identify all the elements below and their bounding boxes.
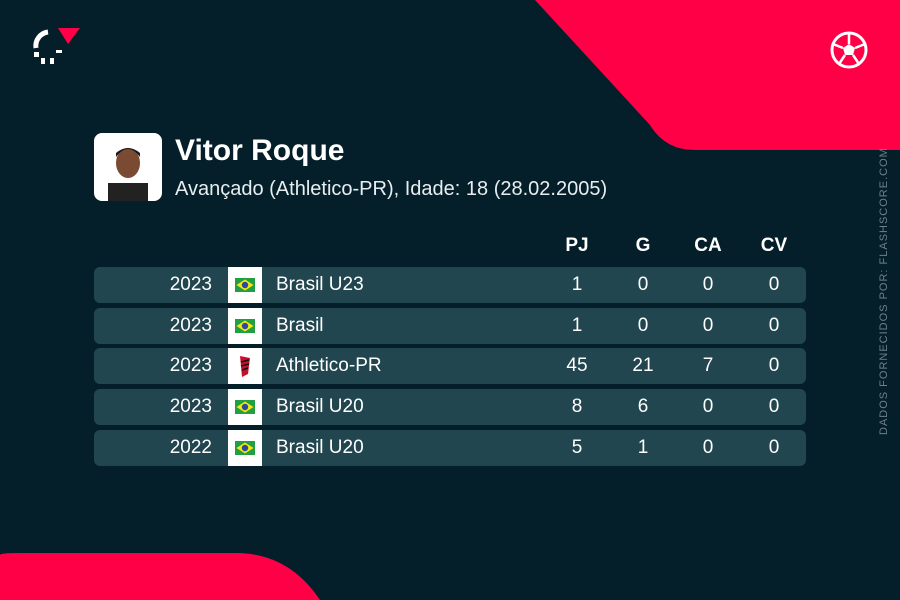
player-photo — [94, 133, 162, 201]
header-pj: PJ — [565, 235, 589, 256]
stat-g: 6 — [637, 396, 649, 417]
brazil-flag-icon — [228, 267, 262, 303]
brazil-flag-icon — [228, 389, 262, 425]
stat-g: 0 — [637, 274, 649, 295]
season-year: 2023 — [169, 355, 212, 376]
stat-ca: 0 — [702, 437, 714, 458]
player-subtitle: Avançado (Athletico-PR), Idade: 18 (28.0… — [175, 178, 608, 200]
athletico-crest-icon — [228, 348, 262, 384]
header-g: G — [635, 235, 651, 256]
season-year: 2023 — [169, 274, 212, 295]
team-name: Athletico-PR — [276, 355, 382, 376]
table-row: 2023 Brasil 1 0 0 0 — [94, 308, 806, 344]
stat-pj: 1 — [571, 315, 583, 336]
season-year: 2022 — [169, 437, 212, 458]
stat-ca: 0 — [702, 274, 714, 295]
stat-pj: 8 — [571, 396, 583, 417]
season-year: 2023 — [169, 315, 212, 336]
team-name: Brasil U23 — [276, 274, 364, 295]
table-row: 2023 Brasil U23 1 0 0 0 — [94, 267, 806, 303]
football-icon — [830, 31, 868, 69]
stat-ca: 0 — [702, 396, 714, 417]
stat-g: 1 — [637, 437, 649, 458]
stat-cv: 0 — [768, 355, 780, 376]
stat-pj: 45 — [566, 355, 588, 376]
table-row: 2022 Brasil U20 5 1 0 0 — [94, 430, 806, 466]
header-ca: CA — [694, 235, 722, 256]
stat-pj: 5 — [571, 437, 583, 458]
stat-g: 21 — [632, 355, 654, 376]
stat-ca: 0 — [702, 315, 714, 336]
stat-cv: 0 — [768, 315, 780, 336]
table-row: 2023 Brasil U20 8 6 0 0 — [94, 389, 806, 425]
team-name: Brasil — [276, 315, 324, 336]
stat-ca: 7 — [702, 355, 714, 376]
stat-g: 0 — [637, 315, 649, 336]
stat-cv: 0 — [768, 437, 780, 458]
stat-pj: 1 — [571, 274, 583, 295]
flashscore-logo — [33, 28, 80, 64]
brazil-flag-icon — [228, 308, 262, 344]
stat-cv: 0 — [768, 274, 780, 295]
team-name: Brasil U20 — [276, 396, 364, 417]
table-row: 2023 Athletico-PR 45 21 7 0 — [94, 348, 806, 384]
header-cv: CV — [760, 235, 788, 256]
brazil-flag-icon — [228, 430, 262, 466]
team-name: Brasil U20 — [276, 437, 364, 458]
season-year: 2023 — [169, 396, 212, 417]
red-corner-shape — [0, 553, 320, 600]
red-banner-shape — [535, 0, 900, 150]
source-credit: DADOS FORNECIDOS POR: FLASHSCORE.COM — [878, 147, 890, 435]
stat-cv: 0 — [768, 396, 780, 417]
player-name: Vitor Roque — [175, 134, 345, 167]
